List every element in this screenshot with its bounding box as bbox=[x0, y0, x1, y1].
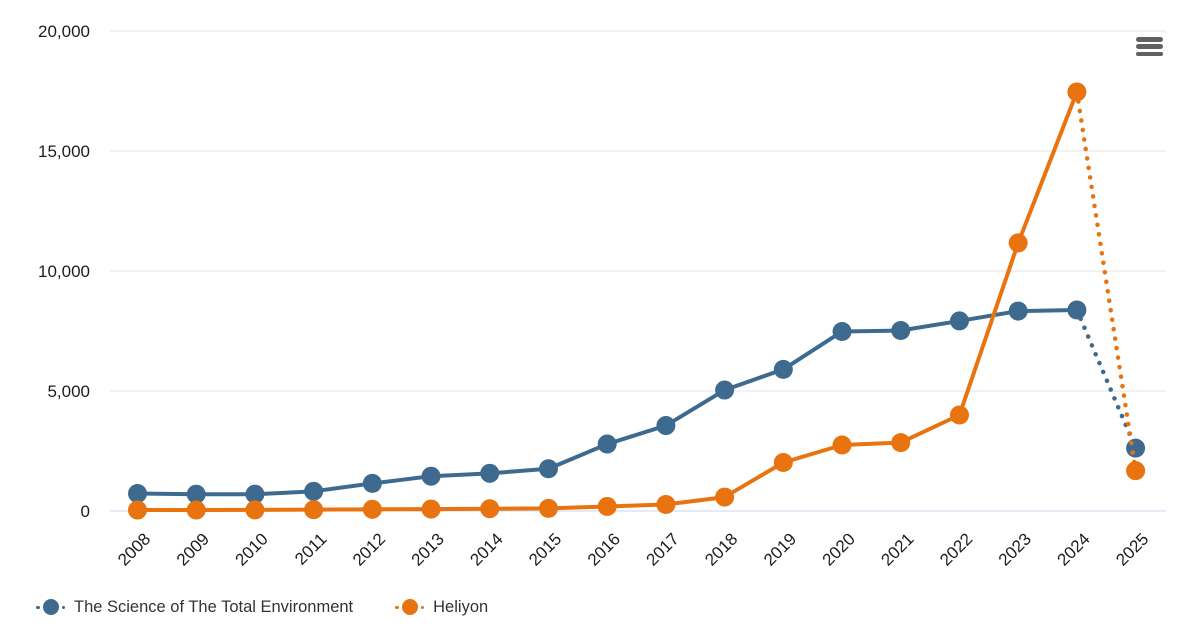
data-point-marker-1 bbox=[304, 500, 324, 520]
data-point-marker-1 bbox=[1126, 461, 1146, 481]
data-point-marker-0 bbox=[715, 380, 735, 400]
legend-label: Heliyon bbox=[433, 598, 489, 616]
data-point-marker-0 bbox=[832, 321, 852, 341]
line-chart: 0 5,000 10,000 15,000 20,000 2008 2009 2010 2011… bbox=[38, 22, 1166, 570]
data-point-marker-1 bbox=[715, 487, 735, 507]
legend-item-science-total-environment[interactable]: The Science of The Total Environment bbox=[36, 599, 353, 616]
data-point-marker-1 bbox=[656, 495, 676, 515]
x-axis-label: 2008 bbox=[114, 529, 154, 569]
legend-item-heliyon[interactable]: Heliyon bbox=[395, 599, 488, 616]
x-axis-label: 2019 bbox=[760, 529, 800, 569]
x-axis-label: 2022 bbox=[936, 529, 976, 569]
data-point-marker-1 bbox=[773, 453, 793, 473]
data-point-marker-1 bbox=[128, 500, 147, 520]
data-point-marker-0 bbox=[597, 434, 617, 454]
y-axis-label: 10,000 bbox=[38, 262, 90, 281]
legend-label: The Science of The Total Environment bbox=[74, 598, 354, 616]
data-point-marker-1 bbox=[832, 435, 852, 455]
series-marker-icon bbox=[36, 599, 65, 616]
data-point-marker-0 bbox=[362, 473, 382, 493]
x-axis-label: 2015 bbox=[525, 529, 565, 569]
data-point-marker-1 bbox=[480, 499, 500, 519]
hamburger-icon bbox=[1136, 51, 1163, 56]
y-axis-label: 15,000 bbox=[38, 142, 90, 161]
data-point-marker-0 bbox=[538, 459, 558, 479]
data-point-marker-1 bbox=[245, 500, 265, 520]
x-axis-label: 2016 bbox=[584, 529, 624, 569]
x-axis-label: 2012 bbox=[349, 529, 389, 569]
x-axis-label: 2020 bbox=[819, 529, 859, 569]
data-point-marker-0 bbox=[773, 359, 793, 379]
y-axis-label: 0 bbox=[81, 502, 90, 521]
data-point-marker-1 bbox=[1067, 82, 1087, 102]
x-axis-label: 2024 bbox=[1054, 529, 1094, 569]
data-point-marker-0 bbox=[304, 481, 324, 501]
y-axis-label: 5,000 bbox=[47, 382, 90, 401]
data-point-marker-1 bbox=[186, 500, 206, 520]
x-axis-label: 2017 bbox=[643, 529, 683, 569]
data-point-marker-1 bbox=[891, 433, 911, 453]
x-axis-label: 2009 bbox=[173, 529, 213, 569]
x-axis-label: 2011 bbox=[291, 529, 330, 568]
x-axis-label: 2018 bbox=[701, 529, 741, 569]
series-dotted-segment-1 bbox=[1074, 89, 1138, 473]
data-point-marker-0 bbox=[128, 483, 147, 503]
data-point-marker-1 bbox=[949, 405, 969, 425]
y-axis-label: 20,000 bbox=[38, 22, 90, 41]
x-axis-label: 2023 bbox=[995, 529, 1035, 569]
x-axis-label: 2014 bbox=[466, 529, 506, 569]
data-point-marker-1 bbox=[597, 496, 617, 516]
chart-context-menu-button[interactable] bbox=[1136, 37, 1163, 56]
data-point-marker-1 bbox=[362, 499, 382, 519]
data-point-marker-1 bbox=[421, 499, 441, 519]
data-point-marker-0 bbox=[1067, 300, 1087, 320]
data-point-marker-0 bbox=[949, 311, 969, 331]
x-axis-label: 2021 bbox=[877, 529, 917, 569]
data-point-marker-0 bbox=[480, 463, 500, 483]
data-point-marker-1 bbox=[538, 498, 558, 518]
data-point-marker-0 bbox=[421, 466, 441, 486]
series-marker-icon bbox=[395, 599, 425, 616]
data-point-marker-1 bbox=[1008, 233, 1028, 253]
data-point-marker-0 bbox=[245, 484, 265, 504]
data-point-marker-0 bbox=[656, 416, 676, 436]
hamburger-icon bbox=[1136, 44, 1163, 49]
x-axis-label: 2013 bbox=[408, 529, 448, 569]
chart-legend: The Science of The Total Environment Hel… bbox=[36, 599, 488, 616]
series-dotted-segment-0 bbox=[1074, 307, 1138, 451]
x-axis-label: 2025 bbox=[1112, 529, 1152, 569]
data-point-marker-0 bbox=[186, 484, 206, 504]
data-point-marker-0 bbox=[1008, 301, 1028, 321]
series-line-0 bbox=[135, 308, 1079, 497]
hamburger-icon bbox=[1136, 37, 1163, 42]
data-point-marker-0 bbox=[891, 321, 911, 341]
x-axis-label: 2010 bbox=[232, 529, 272, 569]
data-point-marker-0 bbox=[1126, 438, 1146, 458]
